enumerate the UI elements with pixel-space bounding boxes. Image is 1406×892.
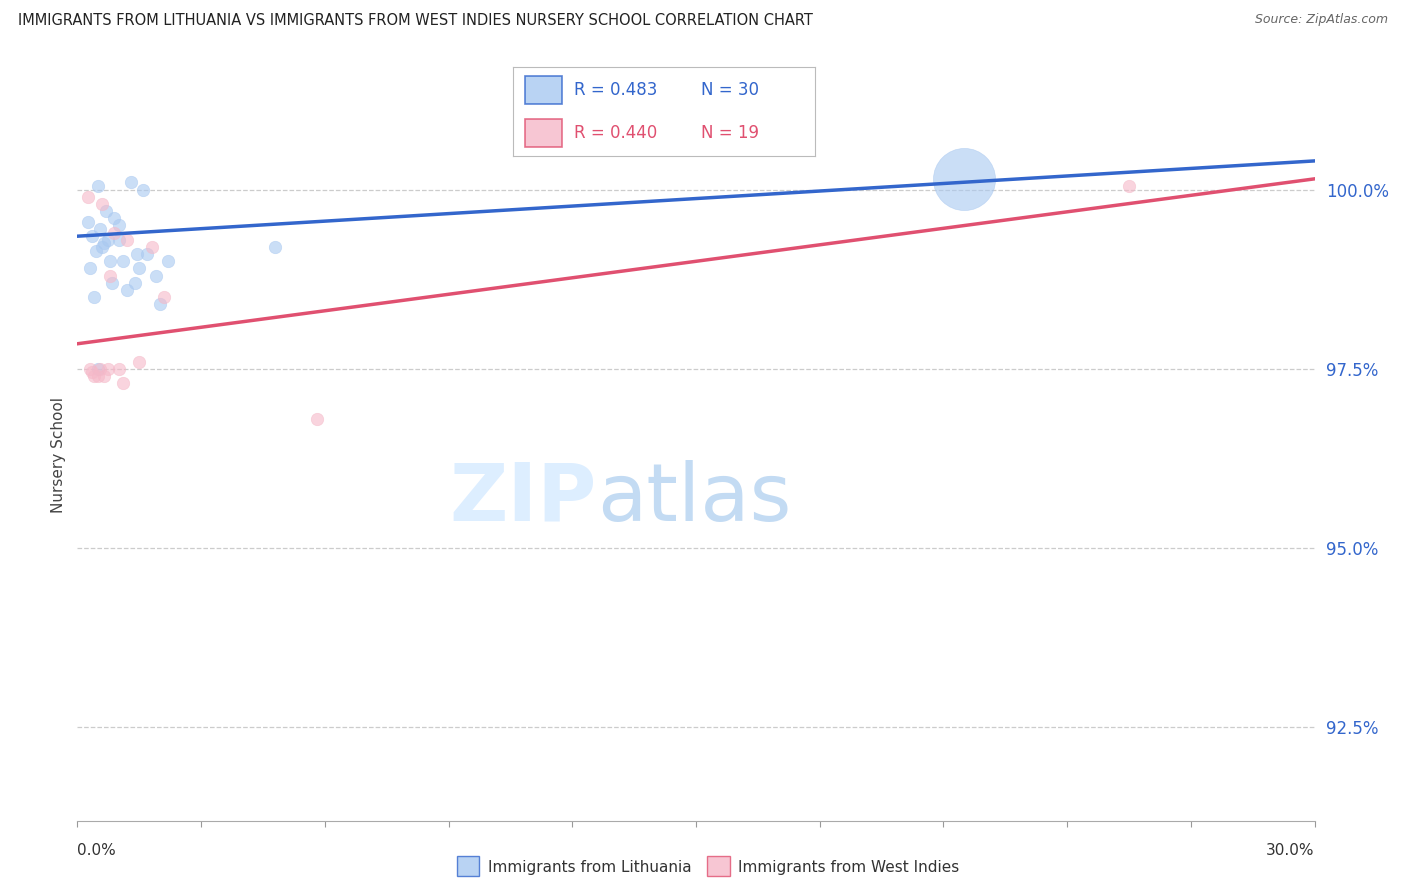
Point bbox=[96, 204, 118, 219]
Point bbox=[120, 176, 142, 190]
Point bbox=[80, 366, 103, 380]
Point bbox=[107, 219, 129, 233]
Point bbox=[953, 171, 976, 186]
Point bbox=[89, 362, 111, 376]
Point bbox=[87, 179, 110, 194]
Point bbox=[83, 369, 105, 384]
Point bbox=[132, 183, 155, 197]
Bar bbox=[526, 76, 561, 104]
Point bbox=[89, 222, 111, 236]
Text: IMMIGRANTS FROM LITHUANIA VS IMMIGRANTS FROM WEST INDIES NURSERY SCHOOL CORRELAT: IMMIGRANTS FROM LITHUANIA VS IMMIGRANTS … bbox=[18, 13, 813, 29]
Point bbox=[124, 276, 146, 290]
Point bbox=[97, 362, 120, 376]
Point bbox=[153, 290, 176, 304]
Point bbox=[93, 236, 115, 251]
Text: N = 19: N = 19 bbox=[700, 124, 759, 142]
Point bbox=[79, 261, 101, 276]
Point bbox=[145, 268, 167, 283]
Text: ZIP: ZIP bbox=[450, 459, 598, 538]
Point bbox=[91, 197, 114, 211]
Text: 0.0%: 0.0% bbox=[77, 843, 117, 858]
Point bbox=[87, 362, 110, 376]
Point bbox=[128, 354, 150, 368]
Point bbox=[111, 254, 134, 268]
Text: Immigrants from Lithuania: Immigrants from Lithuania bbox=[488, 860, 692, 874]
Point bbox=[115, 283, 138, 297]
Point bbox=[101, 276, 124, 290]
Point bbox=[103, 211, 125, 226]
Point bbox=[107, 362, 129, 376]
Point bbox=[87, 369, 110, 384]
Point bbox=[83, 290, 105, 304]
Point bbox=[149, 297, 172, 311]
Bar bbox=[526, 119, 561, 147]
Text: R = 0.440: R = 0.440 bbox=[574, 124, 657, 142]
Point bbox=[97, 233, 120, 247]
Point bbox=[80, 229, 103, 244]
Text: Source: ZipAtlas.com: Source: ZipAtlas.com bbox=[1254, 13, 1388, 27]
Point bbox=[157, 254, 180, 268]
Y-axis label: Nursery School: Nursery School bbox=[51, 397, 66, 513]
Point bbox=[1118, 179, 1140, 194]
Text: N = 30: N = 30 bbox=[700, 81, 759, 99]
Point bbox=[136, 247, 159, 261]
Point bbox=[79, 362, 101, 376]
Point bbox=[76, 190, 98, 204]
Point bbox=[128, 261, 150, 276]
Point bbox=[264, 240, 287, 254]
Text: atlas: atlas bbox=[598, 459, 792, 538]
Point bbox=[103, 226, 125, 240]
Point bbox=[98, 268, 121, 283]
Point bbox=[93, 369, 115, 384]
Point bbox=[141, 240, 163, 254]
Point bbox=[111, 376, 134, 391]
Point bbox=[107, 233, 129, 247]
Point bbox=[91, 240, 114, 254]
Point bbox=[305, 412, 328, 426]
Text: 30.0%: 30.0% bbox=[1267, 843, 1315, 858]
Point bbox=[115, 233, 138, 247]
Point bbox=[127, 247, 149, 261]
Text: Immigrants from West Indies: Immigrants from West Indies bbox=[738, 860, 959, 874]
Point bbox=[98, 254, 121, 268]
Point bbox=[76, 215, 98, 229]
Point bbox=[84, 244, 107, 258]
Text: R = 0.483: R = 0.483 bbox=[574, 81, 657, 99]
